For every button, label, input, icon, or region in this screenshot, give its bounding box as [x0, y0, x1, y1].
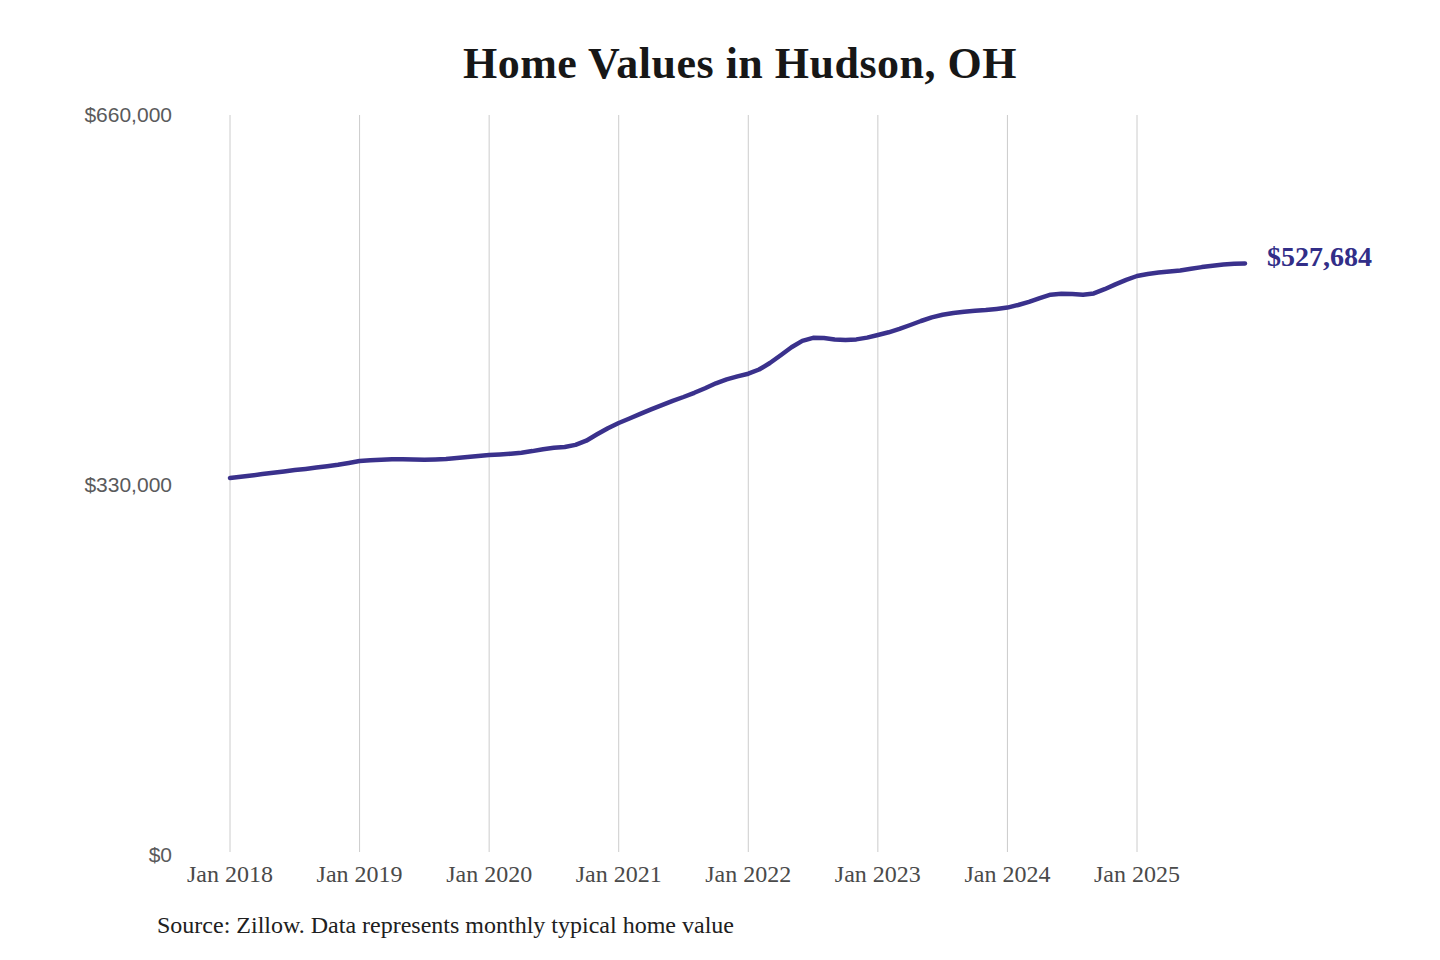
source-note: Source: Zillow. Data represents monthly … — [157, 912, 734, 939]
x-tick-label: Jan 2018 — [187, 861, 273, 887]
y-tick-label: $0 — [149, 843, 172, 866]
x-tick-label: Jan 2025 — [1094, 861, 1180, 887]
home-value-line — [230, 263, 1245, 478]
y-tick-label: $330,000 — [84, 473, 172, 496]
y-tick-label: $660,000 — [84, 103, 172, 126]
x-tick-label: Jan 2022 — [705, 861, 791, 887]
chart-canvas: Home Values in Hudson, OH Jan 2018Jan 20… — [0, 0, 1440, 960]
x-tick-label: Jan 2021 — [576, 861, 662, 887]
x-tick-label: Jan 2024 — [964, 861, 1050, 887]
x-tick-label: Jan 2023 — [835, 861, 921, 887]
x-tick-label: Jan 2020 — [446, 861, 532, 887]
latest-value-label: $527,684 — [1267, 241, 1372, 272]
x-tick-label: Jan 2019 — [317, 861, 403, 887]
home-values-line-chart: Jan 2018 Jan 2019 Jan 2020 Jan 2021 Jan 2022… — [0, 0, 1440, 960]
